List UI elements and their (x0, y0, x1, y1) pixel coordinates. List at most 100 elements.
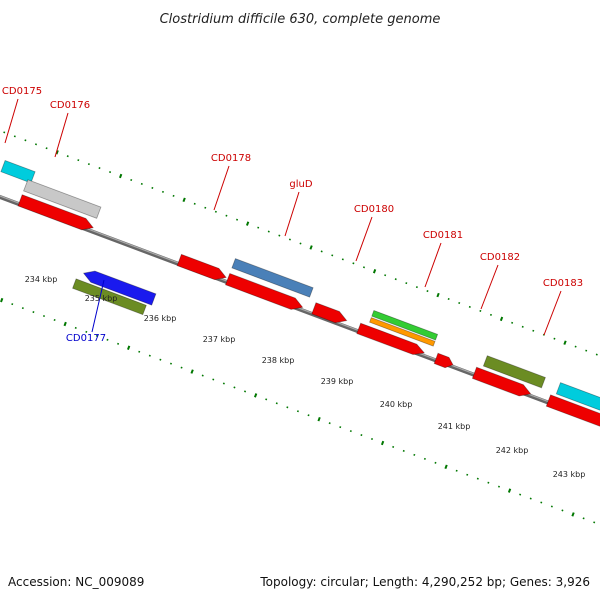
scale-label: 234 kbp (25, 275, 58, 284)
minor-tick (257, 226, 260, 229)
gene-feature (555, 382, 600, 411)
minor-tick (275, 402, 278, 405)
label-leader-line (4, 98, 19, 144)
gene-feature (231, 258, 314, 298)
minor-tick (222, 382, 225, 385)
gene-label: CD0177 (66, 333, 106, 344)
label-leaders (4, 98, 562, 336)
minor-tick (87, 163, 90, 166)
minor-tick (582, 517, 585, 520)
minor-tick (370, 437, 374, 441)
minor-tick (148, 354, 151, 357)
gene-feature (311, 302, 348, 324)
minor-tick (394, 278, 397, 281)
minor-tick (553, 337, 556, 340)
gene-feature (72, 278, 147, 316)
label-leader-line (355, 216, 373, 262)
major-tick (245, 221, 250, 226)
scale-label: 235 kbp (85, 294, 118, 303)
minor-tick (42, 315, 46, 318)
scale-label: 238 kbp (262, 356, 295, 365)
minor-tick (595, 353, 598, 356)
scale-label: 243 kbp (553, 470, 586, 479)
major-tick (119, 173, 123, 179)
gene-label: CD0176 (50, 100, 90, 111)
minor-tick (13, 135, 16, 138)
minor-tick (402, 449, 405, 452)
minor-tick (288, 238, 291, 241)
gene-features (0, 159, 600, 427)
minor-tick (278, 234, 281, 237)
scale-label: 241 kbp (438, 422, 471, 431)
major-tick (507, 488, 512, 493)
label-leader-line (424, 242, 442, 288)
scale-label: 237 kbp (203, 335, 236, 344)
minor-tick (296, 410, 299, 413)
major-tick (571, 512, 575, 517)
minor-tick (225, 214, 228, 217)
minor-tick (214, 210, 217, 213)
minor-tick (384, 274, 387, 277)
minor-tick (521, 325, 524, 328)
minor-tick (244, 390, 247, 393)
outer-tick-ring (3, 131, 598, 356)
minor-tick (95, 334, 98, 337)
major-tick (0, 297, 4, 303)
scale-label: 239 kbp (321, 377, 354, 386)
major-tick (253, 393, 258, 398)
minor-tick (286, 406, 289, 409)
minor-tick (233, 386, 236, 389)
gene-feature (23, 179, 102, 219)
minor-tick (415, 286, 418, 289)
minor-tick (392, 445, 395, 448)
gene-label: CD0180 (354, 204, 394, 215)
inner-tick-ring (0, 297, 596, 524)
minor-tick (489, 313, 492, 316)
label-leader-line (284, 191, 300, 237)
minor-tick (519, 493, 522, 496)
major-tick (372, 269, 377, 274)
major-tick (190, 369, 194, 374)
minor-tick (140, 182, 143, 185)
minor-tick (34, 143, 38, 146)
accession-text: Accession: NC_009089 (8, 575, 144, 589)
minor-tick (85, 330, 88, 333)
minor-tick (550, 505, 553, 508)
minor-tick (3, 131, 6, 134)
minor-tick (466, 473, 469, 476)
minor-tick (201, 374, 204, 377)
minor-tick (74, 326, 77, 329)
major-tick (55, 149, 59, 155)
major-tick (309, 245, 313, 250)
minor-tick (362, 266, 366, 269)
minor-tick (434, 461, 437, 464)
minor-tick (405, 282, 408, 285)
gene-label: CD0183 (543, 278, 583, 289)
minor-tick (349, 430, 352, 433)
minor-tick (299, 242, 302, 245)
major-tick (444, 464, 448, 470)
minor-tick (561, 509, 564, 512)
minor-tick (159, 358, 162, 361)
gene-feature (17, 194, 94, 231)
minor-tick (98, 167, 101, 170)
minor-tick (413, 453, 416, 456)
major-tick (127, 345, 131, 350)
minor-tick (106, 338, 109, 341)
gene-label: CD0175 (2, 86, 42, 97)
minor-tick (32, 311, 35, 314)
major-tick (499, 316, 504, 322)
minor-tick (339, 426, 342, 429)
minor-tick (341, 258, 344, 261)
minor-tick (487, 481, 490, 484)
minor-tick (66, 155, 69, 158)
minor-tick (529, 497, 532, 500)
gene-feature (433, 352, 454, 369)
minor-tick (169, 362, 173, 365)
minor-tick (468, 305, 471, 308)
scale-label: 242 kbp (496, 446, 529, 455)
map-title: Clostridium difficile 630, complete geno… (160, 12, 441, 27)
topology-text: Topology: circular; Length: 4,290,252 bp… (259, 575, 590, 589)
minor-tick (593, 521, 596, 524)
